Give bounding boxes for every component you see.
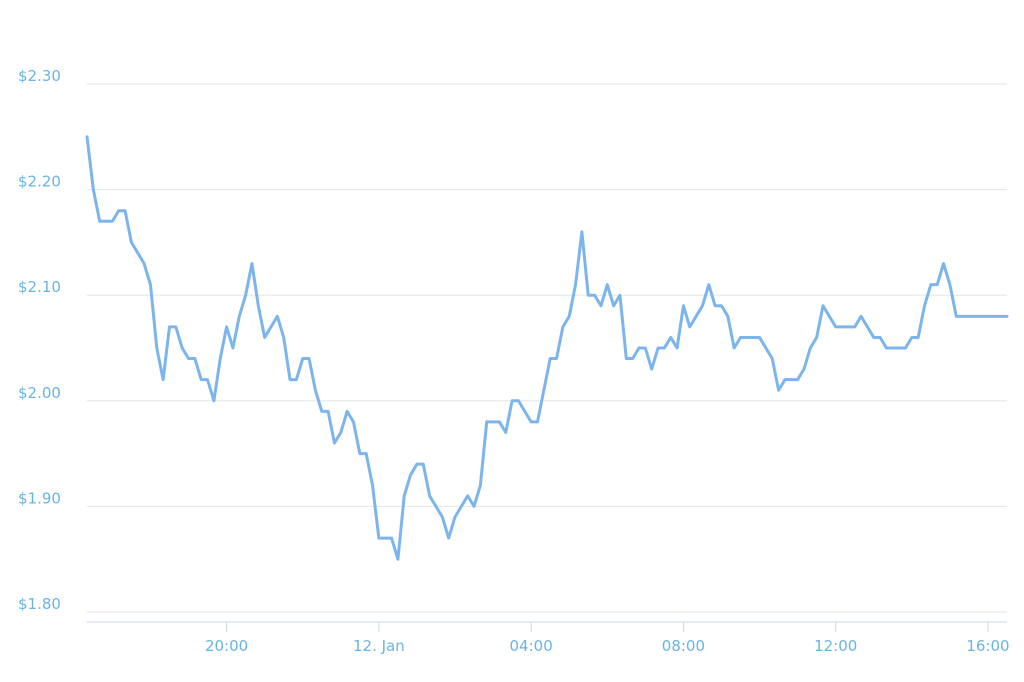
y-tick-label: $2.10	[18, 278, 61, 296]
x-tick-label: 16:00	[966, 637, 1009, 655]
y-tick-label: $2.00	[18, 384, 61, 402]
y-tick-label: $1.90	[18, 489, 61, 507]
x-tick-label: 12:00	[814, 637, 857, 655]
x-tick-label: 20:00	[205, 637, 248, 655]
x-tick-label: 12. Jan	[353, 637, 405, 655]
price-line	[85, 135, 1009, 561]
x-tick-label: 08:00	[662, 637, 705, 655]
y-tick-label: $2.30	[18, 67, 61, 85]
x-tick-label: 04:00	[510, 637, 553, 655]
y-tick-label: $2.20	[18, 173, 61, 191]
y-tick-label: $1.80	[18, 595, 61, 613]
